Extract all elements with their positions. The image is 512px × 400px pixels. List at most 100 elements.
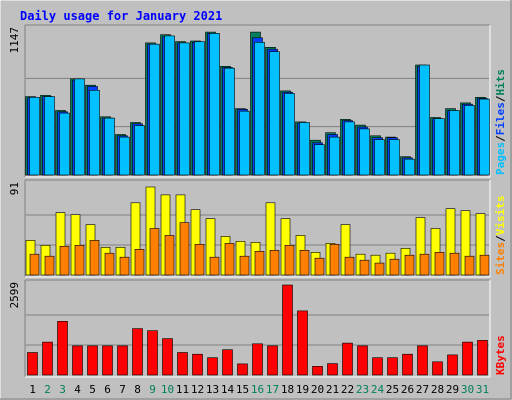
x-tick-label-day-17: 17 (266, 383, 279, 396)
panel-visits-sites: 91 Sites/Visits (8, 179, 507, 278)
bar-kbytes-day-1 (27, 352, 38, 376)
bar-sites-day-16 (254, 251, 265, 276)
bar-pages-day-14 (224, 67, 235, 176)
bar-pages-day-6 (104, 117, 115, 176)
bar-sites-day-17 (269, 250, 280, 276)
bar-sites-day-31 (479, 254, 490, 276)
bar-sites-day-13 (209, 256, 220, 276)
legend-entry-separator: / (494, 95, 507, 102)
x-tick-label-day-8: 8 (134, 383, 141, 396)
bar-kbytes-day-4 (72, 345, 83, 376)
bar-pages-day-12 (194, 41, 205, 176)
legend-entry-kbytes: KBytes (494, 335, 507, 375)
bar-pages-day-19 (299, 122, 310, 176)
x-tick-label-day-12: 12 (191, 383, 204, 396)
bar-sites-day-22 (344, 256, 355, 276)
legend-entry-sites: Sites (494, 242, 507, 275)
x-tick-label-day-10: 10 (161, 383, 174, 396)
bar-sites-day-27 (419, 253, 430, 276)
bar-sites-day-12 (194, 244, 205, 276)
bar-sites-day-4 (74, 245, 85, 276)
bar-kbytes-day-23 (357, 345, 368, 376)
bar-pages-day-20 (314, 144, 325, 176)
bar-pages-day-24 (374, 139, 385, 176)
legend-hits-files-pages: Pages/Files/Hits (494, 69, 507, 175)
bar-sites-day-19 (299, 250, 310, 276)
bar-kbytes-day-9 (147, 330, 158, 376)
bar-sites-day-18 (284, 245, 295, 276)
x-tick-label-day-27: 27 (416, 383, 429, 396)
bar-sites-day-8 (134, 249, 145, 276)
bar-pages-day-22 (344, 121, 355, 176)
bar-kbytes-day-12 (192, 353, 203, 376)
bar-sites-day-2 (44, 255, 55, 276)
bar-kbytes-day-6 (102, 345, 113, 376)
bar-kbytes-day-11 (177, 352, 188, 376)
x-tick-label-day-30: 30 (461, 383, 474, 396)
chart-title: Daily usage for January 2021 (20, 9, 222, 23)
x-tick-label-day-9: 9 (149, 383, 156, 396)
legend-entry-separator: / (494, 235, 507, 242)
chart-panels: 1147Pages/Files/Hits91Sites/Visits2599KB… (8, 24, 507, 378)
x-tick-label-day-13: 13 (206, 383, 219, 396)
legend-visits-sites: Sites/Visits (494, 196, 507, 276)
bar-kbytes-day-8 (132, 328, 143, 376)
bar-pages-day-1 (29, 97, 40, 176)
scale-label-kbytes: 2599 (8, 282, 21, 309)
bar-pages-day-15 (239, 110, 250, 176)
bar-sites-day-25 (389, 258, 400, 276)
bar-pages-day-21 (329, 136, 340, 176)
bar-kbytes-day-28 (432, 361, 443, 376)
bar-sites-day-26 (404, 254, 415, 276)
bar-pages-day-27 (419, 64, 430, 176)
bar-pages-day-29 (449, 110, 460, 176)
bar-pages-day-18 (284, 93, 295, 176)
panel-kbytes: 2599 KBytes (8, 279, 507, 378)
bar-pages-day-8 (134, 125, 145, 176)
bar-kbytes-day-25 (387, 357, 398, 376)
bar-kbytes-day-17 (267, 345, 278, 376)
x-tick-label-day-2: 2 (44, 383, 51, 396)
legend-entry-hits: Hits (494, 69, 507, 96)
bar-kbytes-day-13 (207, 357, 218, 376)
bar-kbytes-day-21 (327, 363, 338, 376)
bar-kbytes-day-24 (372, 357, 383, 376)
bar-sites-day-7 (119, 256, 130, 276)
legend-entry-visits: Visits (494, 196, 507, 236)
bar-sites-day-23 (359, 259, 370, 276)
scale-label-visits-sites: 91 (8, 182, 21, 195)
bar-pages-day-3 (59, 112, 70, 176)
bar-pages-day-2 (44, 96, 55, 176)
bar-sites-day-28 (434, 252, 445, 276)
bar-kbytes-day-5 (87, 345, 98, 376)
x-tick-label-day-15: 15 (236, 383, 249, 396)
x-tick-label-day-31: 31 (476, 383, 489, 396)
panel-hits-files-pages: 1147 Pages/Files/Hits (8, 24, 507, 178)
bar-pages-day-10 (164, 35, 175, 176)
x-tick-label-day-4: 4 (74, 383, 81, 396)
x-tick-label-day-1: 1 (29, 383, 36, 396)
bar-kbytes-day-3 (57, 320, 68, 376)
x-tick-label-day-6: 6 (104, 383, 111, 396)
bar-pages-day-30 (464, 105, 475, 176)
x-tick-label-day-21: 21 (326, 383, 339, 396)
x-tick-label-day-24: 24 (371, 383, 385, 396)
bar-kbytes-day-2 (42, 341, 53, 376)
bar-sites-day-1 (29, 253, 40, 276)
x-tick-label-day-5: 5 (89, 383, 96, 396)
bar-sites-day-9 (149, 228, 160, 276)
legend-entry-files: Files (494, 102, 507, 135)
bar-sites-day-14 (224, 243, 235, 276)
bar-kbytes-day-26 (402, 353, 413, 376)
bar-sites-day-24 (374, 262, 385, 276)
bar-sites-day-3 (59, 246, 70, 276)
bar-kbytes-day-7 (117, 345, 128, 376)
x-tick-label-day-19: 19 (296, 383, 309, 396)
bar-kbytes-day-10 (162, 338, 173, 376)
bar-pages-day-13 (209, 33, 220, 176)
bar-sites-day-6 (104, 252, 115, 276)
scale-label-hits-files-pages: 1147 (8, 27, 21, 54)
bar-kbytes-day-18 (282, 284, 293, 376)
bar-kbytes-day-22 (342, 342, 353, 376)
